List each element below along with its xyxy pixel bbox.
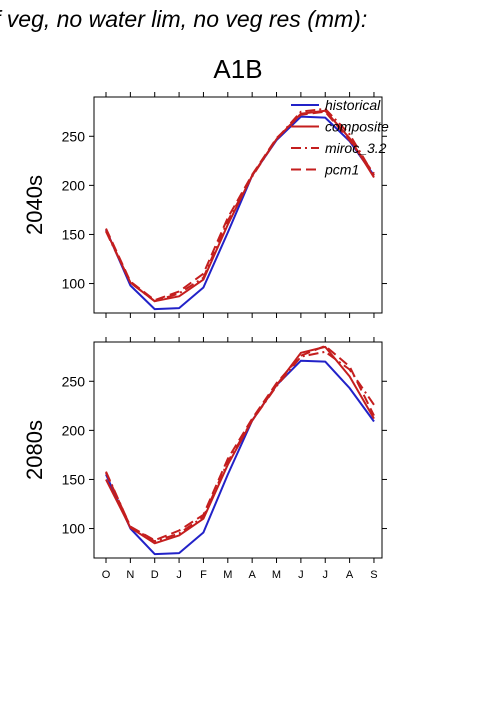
series-line-historical [105,359,375,556]
x-tick-label: M [272,569,281,581]
x-tick-label: F [200,569,207,581]
plot-frame [93,96,383,314]
legend-label: pcm1 [324,162,359,178]
panel-label: 2080s [22,420,47,480]
x-tick-label: A [248,569,256,581]
chart-panel-2080s: 100 150 200 250 O N D J F M A M J J A S 2080s [22,337,387,581]
x-tick-label: J [298,569,304,581]
legend-label: historical [325,97,381,113]
series-line-historical [105,115,375,311]
x-tick-label: J [322,569,328,581]
legend-label: miroc_3.2 [325,140,387,156]
plot-frame [93,341,383,559]
y-tick-label: 200 [62,422,86,438]
panel-label: 2040s [22,175,47,235]
series-line-pcm1 [105,110,375,302]
series-line-pcm1 [105,344,375,542]
x-tick-label: M [223,569,232,581]
y-tick-label: 150 [62,471,86,487]
x-tick-label: N [126,569,134,581]
x-tick-label: A [346,569,354,581]
y-tick-label: 100 [62,521,86,537]
y-tick-label: 100 [62,276,86,292]
y-tick-label: 200 [62,177,86,193]
y-tick-label: 250 [62,373,86,389]
scenario-title: A1B [213,54,263,84]
main-title: f veg, no water lim, no veg res (mm): [0,2,501,38]
legend-label: composite [325,119,389,135]
legend: historical composite miroc_3.2 pcm1 [291,97,389,178]
chart-panel-2040s: 100 150 200 250 2040s historical composite miro… [22,92,389,318]
y-tick-label: 250 [62,128,86,144]
x-tick-label: S [370,569,377,581]
x-tick-label: O [102,569,111,581]
x-tick-label: J [176,569,182,581]
x-tick-label: D [151,569,159,581]
y-tick-label: 150 [62,226,86,242]
main-title-text: f veg, no water lim, no veg res (mm): [0,6,368,32]
